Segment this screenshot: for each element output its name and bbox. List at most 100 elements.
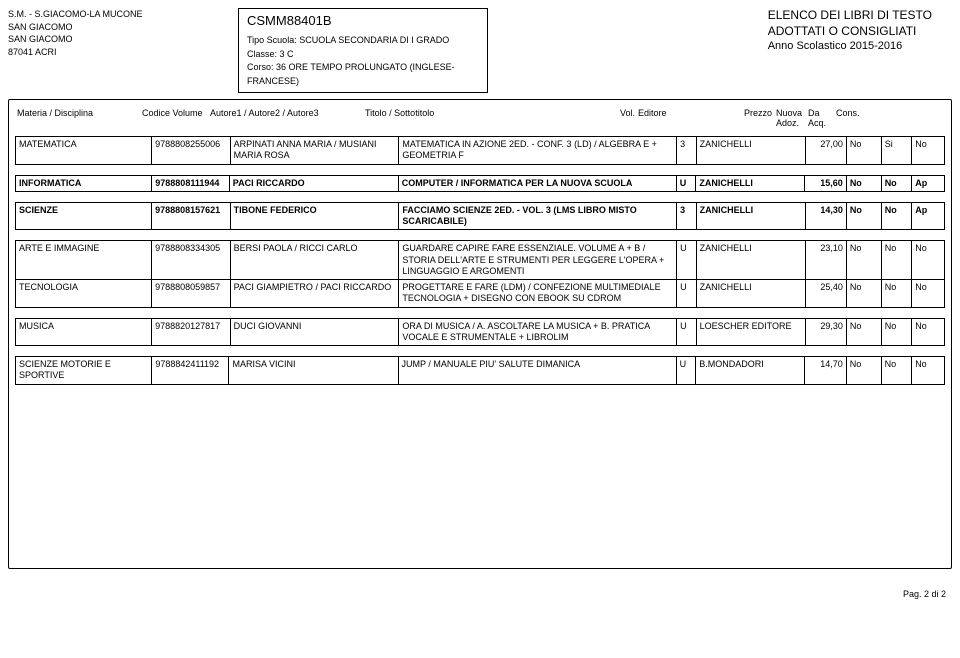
cell-da: Si xyxy=(881,137,911,165)
school-line4: 87041 ACRI xyxy=(8,46,238,59)
cell-editore: ZANICHELLI xyxy=(696,137,805,165)
elenco-title-1: ELENCO DEI LIBRI DI TESTO xyxy=(768,8,932,24)
table-row: SCIENZE9788808157621TIBONE FEDERICOFACCI… xyxy=(16,202,945,230)
header-row: S.M. - S.GIACOMO-LA MUCONE SAN GIACOMO S… xyxy=(8,8,952,93)
cell-prezzo: 27,00 xyxy=(805,137,846,165)
cell-codice: 9788808334305 xyxy=(152,241,230,280)
code-box: CSMM88401B Tipo Scuola: SCUOLA SECONDARI… xyxy=(238,8,488,93)
cell-editore: LOESCHER EDITORE xyxy=(696,318,805,346)
cell-autore: BERSI PAOLA / RICCI CARLO xyxy=(230,241,399,280)
cell-vol: U xyxy=(677,318,697,346)
cell-nuova: No xyxy=(846,175,881,191)
table-row: SCIENZE MOTORIE E SPORTIVE9788842411192M… xyxy=(16,357,945,385)
table-row: TECNOLOGIA9788808059857PACI GIAMPIETRO /… xyxy=(16,280,945,308)
cell-nuova: No xyxy=(846,241,881,280)
cell-cons: No xyxy=(912,137,945,165)
cell-prezzo: 23,10 xyxy=(805,241,846,280)
table-row: INFORMATICA9788808111944PACI RICCARDOCOM… xyxy=(16,175,945,191)
table-row: MATEMATICA9788808255006ARPINATI ANNA MAR… xyxy=(16,137,945,165)
cell-autore: TIBONE FEDERICO xyxy=(230,202,399,230)
main-frame: Materia / Disciplina Codice Volume Autor… xyxy=(8,99,952,569)
tipo-label: Tipo Scuola: xyxy=(247,35,297,45)
cell-cons: Ap xyxy=(912,202,945,230)
tables-host: MATEMATICA9788808255006ARPINATI ANNA MAR… xyxy=(15,136,945,385)
cell-titolo: JUMP / MANUALE PIU' SALUTE DIMANICA xyxy=(398,357,676,385)
cell-da: No xyxy=(881,175,912,191)
cell-da: No xyxy=(881,357,912,385)
cell-codice: 9788808157621 xyxy=(152,202,230,230)
cell-nuova: No xyxy=(846,137,881,165)
school-line2: SAN GIACOMO xyxy=(8,21,238,34)
cell-editore: ZANICHELLI xyxy=(696,202,805,230)
classe-value: 3 C xyxy=(280,49,294,59)
hdr-da: Da Acq. xyxy=(806,108,834,128)
cell-autore: MARISA VICINI xyxy=(229,357,398,385)
cell-codice: 9788842411192 xyxy=(152,357,229,385)
cell-materia: INFORMATICA xyxy=(16,175,152,191)
cell-cons: Ap xyxy=(912,175,945,191)
cell-nuova: No xyxy=(846,357,881,385)
hdr-vol: Vol. xyxy=(618,108,636,128)
cell-titolo: GUARDARE CAPIRE FARE ESSENZIALE. VOLUME … xyxy=(399,241,677,280)
tipo-value: SCUOLA SECONDARIA DI I GRADO xyxy=(299,35,449,45)
cell-materia: ARTE E IMMAGINE xyxy=(16,241,152,280)
cell-prezzo: 29,30 xyxy=(805,318,846,346)
cell-vol: 3 xyxy=(677,137,697,165)
cell-nuova: No xyxy=(846,318,881,346)
school-block: S.M. - S.GIACOMO-LA MUCONE SAN GIACOMO S… xyxy=(8,8,238,58)
cell-materia: TECNOLOGIA xyxy=(16,280,152,308)
corso-label: Corso: xyxy=(247,62,274,72)
cell-prezzo: 14,30 xyxy=(805,202,846,230)
cell-cons: No xyxy=(912,357,945,385)
cell-nuova: No xyxy=(846,280,881,308)
cell-editore: ZANICHELLI xyxy=(696,175,805,191)
cell-autore: ARPINATI ANNA MARIA / MUSIANI MARIA ROSA xyxy=(230,137,399,165)
corso: Corso: 36 ORE TEMPO PROLUNGATO (INGLESE-… xyxy=(247,61,479,88)
cell-prezzo: 25,40 xyxy=(805,280,846,308)
cell-materia: MATEMATICA xyxy=(16,137,152,165)
tipo-scuola: Tipo Scuola: SCUOLA SECONDARIA DI I GRAD… xyxy=(247,34,479,48)
table-row: MUSICA9788820127817DUCI GIOVANNIORA DI M… xyxy=(16,318,945,346)
cell-autore: PACI GIAMPIETRO / PACI RICCARDO xyxy=(230,280,399,308)
book-table: INFORMATICA9788808111944PACI RICCARDOCOM… xyxy=(15,175,945,192)
cell-codice: 9788808111944 xyxy=(152,175,229,191)
cell-cons: No xyxy=(912,241,945,280)
cell-materia: SCIENZE MOTORIE E SPORTIVE xyxy=(16,357,152,385)
cell-titolo: MATEMATICA IN AZIONE 2ED. - CONF. 3 (LD)… xyxy=(399,137,677,165)
cell-vol: U xyxy=(677,280,697,308)
page-footer: Pag. 2 di 2 xyxy=(8,589,952,599)
cell-da: No xyxy=(881,280,911,308)
anno-scolastico: Anno Scolastico 2015-2016 xyxy=(768,39,932,53)
cell-vol: U xyxy=(676,175,696,191)
cell-editore: ZANICHELLI xyxy=(696,280,805,308)
school-code: CSMM88401B xyxy=(247,13,479,28)
cell-vol: U xyxy=(676,357,696,385)
hdr-editore: Editore xyxy=(636,108,736,128)
book-table: SCIENZE9788808157621TIBONE FEDERICOFACCI… xyxy=(15,202,945,231)
book-table: SCIENZE MOTORIE E SPORTIVE9788842411192M… xyxy=(15,356,945,385)
book-table: MATEMATICA9788808255006ARPINATI ANNA MAR… xyxy=(15,136,945,165)
corso-value: 36 ORE TEMPO PROLUNGATO (INGLESE-FRANCES… xyxy=(247,62,455,86)
right-title-block: ELENCO DEI LIBRI DI TESTO ADOTTATI O CON… xyxy=(768,8,952,53)
hdr-titolo: Titolo / Sottotitolo xyxy=(363,108,618,128)
cell-cons: No xyxy=(912,280,945,308)
hdr-prezzo: Prezzo xyxy=(736,108,774,128)
cell-da: No xyxy=(881,241,911,280)
cell-codice: 9788808255006 xyxy=(152,137,230,165)
cell-titolo: COMPUTER / INFORMATICA PER LA NUOVA SCUO… xyxy=(398,175,676,191)
column-headers: Materia / Disciplina Codice Volume Autor… xyxy=(15,106,945,136)
cell-prezzo: 15,60 xyxy=(805,175,846,191)
school-line3: SAN GIACOMO xyxy=(8,33,238,46)
cell-titolo: PROGETTARE E FARE (LDM) / CONFEZIONE MUL… xyxy=(399,280,677,308)
classe-label: Classe: xyxy=(247,49,277,59)
table-row: ARTE E IMMAGINE9788808334305BERSI PAOLA … xyxy=(16,241,945,280)
classe: Classe: 3 C xyxy=(247,48,479,62)
cell-autore: DUCI GIOVANNI xyxy=(230,318,399,346)
hdr-codice: Codice Volume xyxy=(140,108,208,128)
cell-autore: PACI RICCARDO xyxy=(229,175,398,191)
cell-titolo: FACCIAMO SCIENZE 2ED. - VOL. 3 (LMS LIBR… xyxy=(399,202,677,230)
book-table: MUSICA9788820127817DUCI GIOVANNIORA DI M… xyxy=(15,318,945,347)
cell-materia: SCIENZE xyxy=(16,202,152,230)
cell-da: No xyxy=(881,318,911,346)
hdr-cons: Cons. xyxy=(834,108,864,128)
